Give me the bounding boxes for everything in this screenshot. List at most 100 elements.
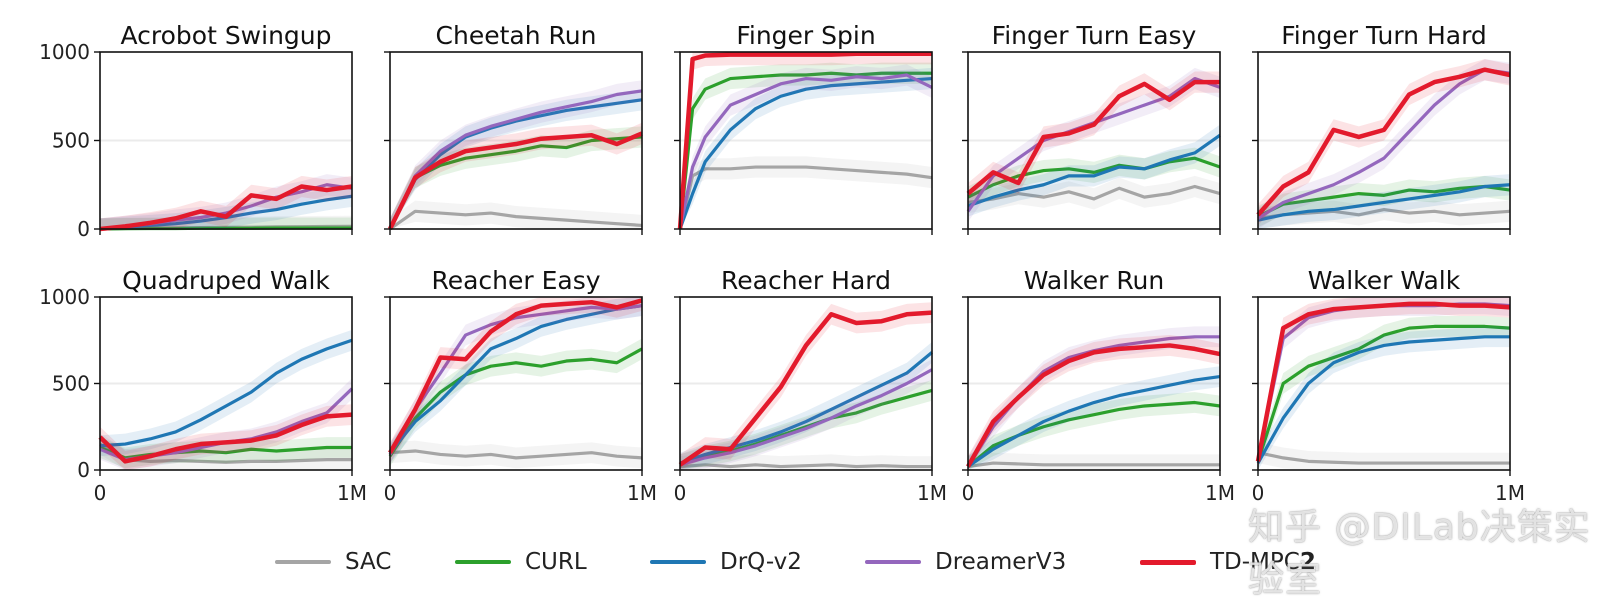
band-dreamerv3 xyxy=(100,174,352,229)
band-dreamerv3 xyxy=(390,297,642,465)
band-sac xyxy=(680,156,932,229)
series-line-td-mpc2 xyxy=(678,310,933,467)
legend-label-dreamer: DreamerV3 xyxy=(935,549,1067,575)
series-line-dreamerv3 xyxy=(678,73,933,230)
band-td-mpc2 xyxy=(390,122,642,229)
y-tick-label: 500 xyxy=(52,129,90,153)
band-drq-v2 xyxy=(968,366,1220,470)
legend-item-sac: SAC xyxy=(275,544,391,580)
series-line-sac xyxy=(1257,451,1510,465)
y-tick-label: 1000 xyxy=(39,285,90,309)
band-dreamerv3 xyxy=(100,378,352,470)
band-sac xyxy=(1258,198,1510,229)
series-line-td-mpc2 xyxy=(966,79,1220,196)
series-line-td-mpc2 xyxy=(387,131,643,230)
band-dreamerv3 xyxy=(680,64,932,229)
band-dreamerv3 xyxy=(680,359,932,470)
band-td-mpc2 xyxy=(100,175,352,229)
y-tick-label: 0 xyxy=(77,458,90,482)
legend-label-tdmpc2: TD-MPC2 xyxy=(1210,549,1316,575)
legend-label-tdmpc2-suffix: 2 xyxy=(1299,549,1316,575)
series-line-td-mpc2 xyxy=(1255,301,1511,462)
x-tick-label: 0 xyxy=(94,481,107,505)
panel-finger-turn-easy: Finger Turn Easy xyxy=(962,21,1221,235)
band-curl xyxy=(390,338,642,467)
legend-swatch-tdmpc2 xyxy=(1140,559,1196,565)
series-line-curl xyxy=(1256,324,1511,462)
series-line-td-mpc2 xyxy=(1256,67,1511,217)
series-line-sac xyxy=(389,449,643,460)
band-dreamerv3 xyxy=(968,67,1220,222)
legend-item-curl: CURL xyxy=(455,544,587,580)
chart-grid: Acrobot Swingup 0 500 1000 Cheetah Run Finger… xyxy=(39,21,1525,505)
band-drq-v2 xyxy=(100,185,352,229)
series-line-curl xyxy=(99,445,352,460)
series-line-drq-v2 xyxy=(99,338,353,448)
legend-label-drq: DrQ-v2 xyxy=(720,549,802,575)
band-drq-v2 xyxy=(390,297,642,464)
y-tick-label: 500 xyxy=(52,372,90,396)
band-drq-v2 xyxy=(1258,326,1510,470)
panel-walker-walk: Walker Walk 0 1M xyxy=(1252,266,1525,505)
series-line-drq-v2 xyxy=(1256,335,1510,464)
band-sac xyxy=(390,440,642,469)
band-sac xyxy=(968,452,1220,470)
legend-item-tdmpc2: TD-MPC2 xyxy=(1140,544,1316,580)
x-tick-label: 0 xyxy=(384,481,397,505)
series-line-dreamerv3 xyxy=(1257,68,1511,220)
y-tick-label: 1000 xyxy=(39,40,90,64)
series-line-sac xyxy=(679,463,932,469)
series-line-dreamerv3 xyxy=(679,368,933,467)
legend-item-drq: DrQ-v2 xyxy=(650,544,802,580)
x-tick-label: 1M xyxy=(337,481,367,505)
series-line-curl xyxy=(388,347,643,458)
panel-title: Walker Walk xyxy=(1308,266,1461,295)
band-sac xyxy=(390,200,642,229)
panel-title: Reacher Easy xyxy=(431,266,600,295)
x-tick-label: 0 xyxy=(962,481,975,505)
panel-cheetah-run: Cheetah Run xyxy=(384,21,643,235)
series-line-sac xyxy=(967,184,1221,205)
panel-reacher-hard: Reacher Hard 0 1M xyxy=(674,266,947,505)
legend-label-tdmpc2-text: TD-MPC xyxy=(1210,549,1300,575)
series-line-curl xyxy=(678,71,932,230)
panel-title: Finger Turn Easy xyxy=(992,21,1197,50)
x-tick-label: 1M xyxy=(917,481,947,505)
band-drq-v2 xyxy=(680,341,932,470)
series-line-td-mpc2 xyxy=(98,412,353,464)
band-drq-v2 xyxy=(968,124,1220,217)
band-sac xyxy=(968,175,1220,214)
panel-acrobot-swingup: Acrobot Swingup 0 500 1000 xyxy=(39,21,353,241)
series-line-td-mpc2 xyxy=(388,298,643,454)
panel-walker-run: Walker Run 0 1M xyxy=(962,266,1235,505)
series-line-td-mpc2 xyxy=(99,184,353,232)
panel-title: Finger Turn Hard xyxy=(1281,21,1487,50)
panel-finger-spin: Finger Spin xyxy=(674,21,933,235)
panel-reacher-easy: Reacher Easy 0 1M xyxy=(384,266,657,505)
band-dreamerv3 xyxy=(1258,297,1510,470)
panel-quadruped-walk: Quadruped Walk 0 500 1000 0 1M xyxy=(39,266,367,505)
legend-item-dreamer: DreamerV3 xyxy=(865,544,1066,580)
band-td-mpc2 xyxy=(1258,297,1510,470)
band-td-mpc2 xyxy=(1258,59,1510,226)
series-line-td-mpc2 xyxy=(966,343,1221,468)
panel-title: Finger Spin xyxy=(736,21,875,50)
legend-swatch-drq xyxy=(650,560,706,564)
y-tick-label: 0 xyxy=(77,217,90,241)
panel-title: Cheetah Run xyxy=(436,21,597,50)
series-line-drq-v2 xyxy=(967,374,1221,468)
panel-title: Quadruped Walk xyxy=(122,266,330,295)
legend-label-sac: SAC xyxy=(345,549,392,575)
series-line-sac xyxy=(967,461,1220,469)
panel-title: Reacher Hard xyxy=(721,266,891,295)
band-curl xyxy=(390,126,642,229)
watermark: 知乎 @DILab决策实验室 xyxy=(1248,507,1591,600)
series-line-drq-v2 xyxy=(678,76,933,230)
series-line-drq-v2 xyxy=(967,133,1221,208)
series-line-drq-v2 xyxy=(388,98,643,230)
legend-swatch-dreamer xyxy=(865,560,921,564)
band-td-mpc2 xyxy=(390,297,642,464)
legend-swatch-curl xyxy=(455,560,511,564)
series-line-dreamerv3 xyxy=(388,304,643,456)
legend-label-curl: CURL xyxy=(525,549,587,575)
